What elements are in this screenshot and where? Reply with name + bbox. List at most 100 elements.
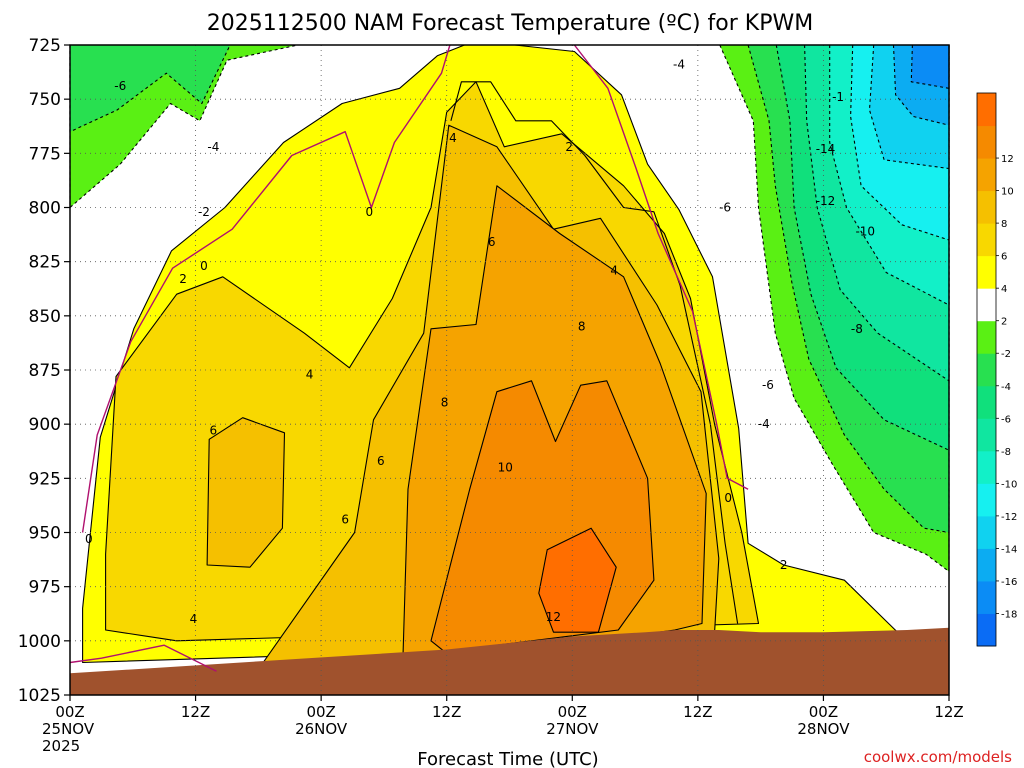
colorbar-tick-label: -6: [1001, 414, 1011, 425]
x-axis-tick-label: 26NOV: [295, 720, 348, 738]
temperature-fills: [69, 44, 950, 695]
source-credit: coolwx.com/models: [864, 748, 1012, 766]
contour-label: -4: [673, 58, 685, 72]
x-axis-label: Forecast Time (UTC): [417, 749, 598, 768]
contour-label: -4: [758, 417, 770, 431]
contour-label: -8: [851, 322, 863, 336]
contour-label: 10: [498, 461, 513, 475]
colorbar-legend: -18 -16 -14 -12 -10 -8 -6 -4 -2 2 4 6 8 10 12: [976, 92, 1017, 647]
colorbar-swatch: [977, 580, 996, 614]
freezing-contour-line: [69, 644, 217, 672]
contour-label: -6: [719, 201, 731, 215]
x-axis-tick-label: 00Z: [809, 703, 838, 721]
colorbar-tick-label: -8: [1001, 447, 1011, 458]
colorbar-tick-label: -16: [1001, 577, 1017, 588]
temperature-region-terrain: [70, 627, 949, 695]
x-axis-tick-label: 12Z: [934, 703, 963, 721]
x-axis-tick-label: 28NOV: [797, 720, 850, 738]
contour-label: 4: [449, 131, 457, 145]
colorbar-swatch: [977, 450, 996, 484]
contour-label: 2: [179, 272, 187, 286]
x-axis-tick-label: 2025: [42, 737, 80, 755]
colorbar-swatch: [977, 418, 996, 452]
x-axis-tick-label: 00Z: [306, 703, 335, 721]
contour-label: -2: [198, 205, 210, 219]
y-axis-tick-label: 800: [29, 199, 61, 219]
colorbar-swatch: [977, 353, 996, 387]
y-axis-tick-label: 925: [29, 469, 61, 489]
plot-area: -6-4-2020460466426488101202-4-6-1-14-12-…: [69, 44, 950, 696]
colorbar-swatch: [977, 93, 996, 127]
y-axis-tick-label: 1025: [18, 686, 61, 706]
contour-label: 0: [365, 205, 373, 219]
x-axis-tick-label: 00Z: [55, 703, 84, 721]
contour-label: 4: [306, 367, 314, 381]
x-axis-tick-label: 12Z: [432, 703, 461, 721]
colorbar-tick-label: -12: [1001, 512, 1017, 523]
contour-label: 6: [341, 513, 349, 527]
y-axis: 725 750 775 800 825 850 875 900 925 950 975 1000 102…: [18, 36, 70, 706]
colorbar-swatch: [977, 158, 996, 192]
colorbar-tick-label: 10: [1001, 187, 1014, 198]
colorbar-tick-label: 4: [1001, 284, 1007, 295]
colorbar-swatch: [977, 548, 996, 582]
x-axis-tick-label: 00Z: [558, 703, 587, 721]
colorbar-tick-label: -14: [1001, 544, 1017, 555]
contour-label: 6: [210, 424, 218, 438]
contour-label: 4: [190, 612, 198, 626]
y-axis-tick-label: 725: [29, 36, 61, 56]
temperature-region-ge4-top: [450, 81, 739, 624]
colorbar-swatch: [977, 515, 996, 549]
x-axis-tick-label: 12Z: [181, 703, 210, 721]
y-axis-tick-label: 775: [29, 144, 61, 164]
colorbar-tick-label: -18: [1001, 609, 1017, 620]
colorbar-swatch: [977, 288, 996, 322]
contour-label: 12: [546, 610, 561, 624]
contour-label: -10: [855, 224, 875, 238]
colorbar-swatch: [977, 125, 996, 159]
contour-label: 8: [578, 320, 586, 334]
colorbar-swatch: [977, 320, 996, 354]
contour-label: -12: [816, 194, 836, 208]
contour-label: -14: [816, 142, 836, 156]
y-axis-tick-label: 825: [29, 253, 61, 273]
y-axis-tick-label: 850: [29, 307, 61, 327]
temperature-region-lem18-right: [910, 44, 950, 89]
contour-label: 8: [441, 396, 449, 410]
contour-label: 0: [85, 532, 93, 546]
contour-label: 2: [780, 558, 788, 572]
y-axis-tick-label: 875: [29, 361, 61, 381]
contour-labels: -6-4-2020460466426488101202-4-6-1-14-12-…: [85, 58, 875, 627]
y-axis-tick-label: 750: [29, 90, 61, 110]
contour-label: 0: [724, 491, 732, 505]
contour-label: -1: [832, 90, 844, 104]
contour-label: -4: [207, 140, 219, 154]
colorbar-tick-label: 12: [1001, 154, 1014, 165]
colorbar-tick-label: -4: [1001, 382, 1011, 393]
colorbar-tick-label: 6: [1001, 252, 1007, 263]
chart-title: 2025112500 NAM Forecast Temperature (ºC)…: [207, 11, 813, 36]
colorbar-swatch: [977, 255, 996, 289]
contour-label: 2: [565, 140, 573, 154]
contour-label: 6: [377, 454, 385, 468]
y-axis-tick-label: 950: [29, 524, 61, 544]
y-axis-tick-label: 900: [29, 415, 61, 435]
colorbar-swatch: [977, 483, 996, 517]
colorbar-frame: [976, 92, 997, 647]
colorbar-tick-label: -10: [1001, 479, 1017, 490]
colorbar-tick-label: -2: [1001, 349, 1011, 360]
temperature-region-ge12: [538, 527, 617, 633]
y-axis-tick-label: 975: [29, 578, 61, 598]
colorbar-tick-label: 2: [1001, 317, 1007, 328]
x-axis-tick-label: 12Z: [683, 703, 712, 721]
colorbar-swatch: [977, 613, 996, 647]
contour-label: 4: [610, 263, 618, 277]
x-axis-tick-label: 25NOV: [42, 720, 95, 738]
y-axis-tick-label: 1000: [18, 632, 61, 652]
freezing-contour-line: [573, 44, 749, 490]
contour-label: -6: [762, 378, 774, 392]
freezing-contour-line: [81, 44, 451, 533]
temperature-region-ge6-left: [206, 417, 286, 568]
